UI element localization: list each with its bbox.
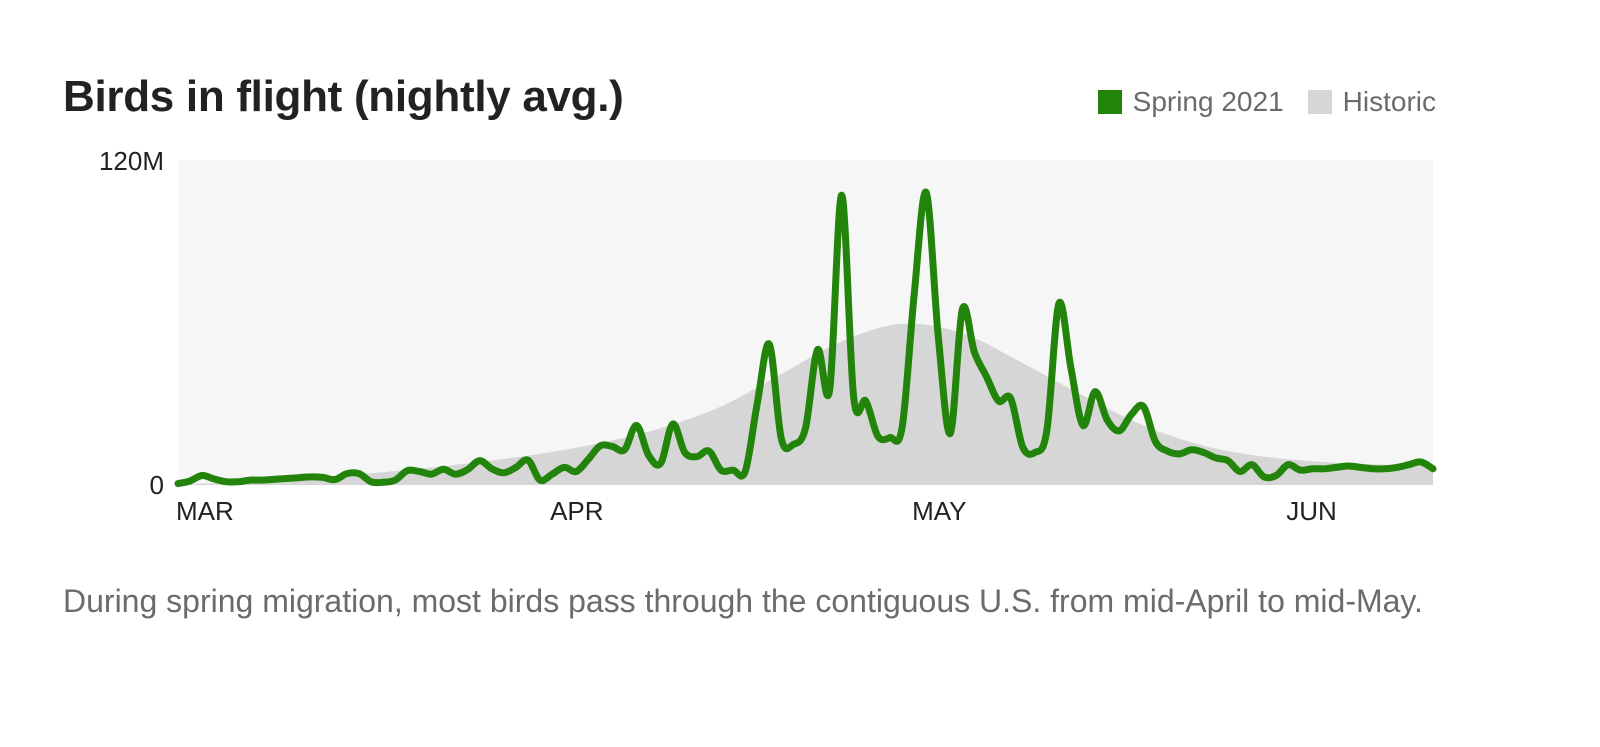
chart-title: Birds in flight (nightly avg.) bbox=[63, 72, 624, 121]
x-axis: MAR APR MAY JUN bbox=[176, 496, 1337, 526]
x-tick-label: MAR bbox=[176, 496, 234, 526]
line-chart: 0 120M MAR APR MAY JUN bbox=[99, 146, 1437, 526]
legend-item-spring-2021: Spring 2021 bbox=[1097, 86, 1284, 118]
legend-swatch-historic bbox=[1307, 90, 1332, 114]
historic-area bbox=[178, 323, 1433, 485]
spring-2021-line bbox=[174, 188, 1437, 488]
legend-label-historic: Historic bbox=[1342, 86, 1436, 117]
x-tick-label: JUN bbox=[1286, 496, 1337, 526]
legend-swatch-spring-2021 bbox=[1097, 90, 1122, 114]
legend-label-spring-2021: Spring 2021 bbox=[1132, 86, 1284, 117]
chart-caption: During spring migration, most birds pass… bbox=[63, 583, 1423, 619]
legend: Spring 2021 Historic bbox=[1097, 86, 1436, 118]
y-tick-label: 120M bbox=[99, 146, 164, 176]
x-tick-label: APR bbox=[550, 496, 603, 526]
y-tick-label: 0 bbox=[150, 470, 164, 500]
legend-item-historic: Historic bbox=[1307, 86, 1436, 118]
y-axis: 0 120M bbox=[99, 146, 164, 500]
x-tick-label: MAY bbox=[912, 496, 966, 526]
